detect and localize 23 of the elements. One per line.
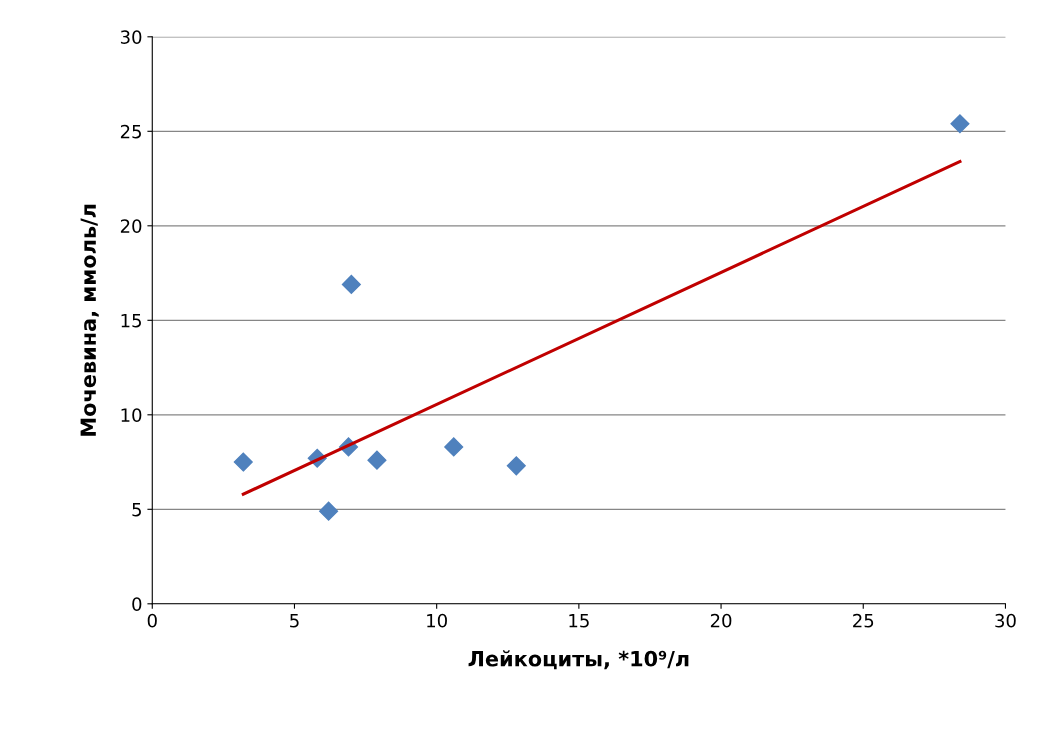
x-tick-label: 5 [290,614,299,628]
point [341,274,361,294]
point [367,450,387,470]
y-tick-label: 10 [121,408,142,422]
x-axis-title: Лейкоциты, *10⁹/л [468,650,689,670]
y-tick-label: 15 [121,314,141,328]
y-tick-label: 30 [120,30,142,44]
x-tick-label: 30 [995,613,1016,628]
x-tick-label: 20 [710,613,732,628]
point [506,456,526,476]
point [950,114,970,134]
y-tick-label: 0 [132,597,142,611]
y-tick-label: 25 [120,124,141,139]
x-tick-label: 0 [147,613,157,628]
x-tick-label: 10 [427,613,447,628]
x-tick-label: 15 [569,614,589,628]
y-tick-label: 20 [120,219,142,233]
y-tick-label: 5 [132,503,141,517]
point [233,452,253,472]
point [319,501,339,521]
x-tick-label: 25 [853,613,874,628]
y-axis-title: Мочевина, ммоль/л [80,204,99,436]
point [444,437,464,457]
